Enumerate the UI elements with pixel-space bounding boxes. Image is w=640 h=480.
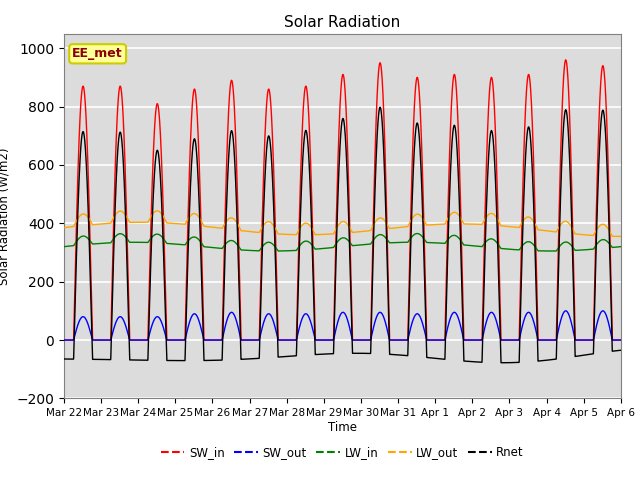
LW_in — [436, 240, 444, 246]
Y-axis label: Solar Radiation (W/m2): Solar Radiation (W/m2) — [0, 147, 11, 285]
Rnet — [322, 351, 330, 357]
LW_in — [467, 243, 475, 249]
Rnet — [617, 348, 625, 353]
LW_out — [499, 223, 507, 229]
SW_in — [160, 234, 168, 240]
LW_in — [617, 244, 625, 250]
LW_out — [616, 234, 624, 240]
Rnet — [616, 348, 624, 353]
Line: Rnet: Rnet — [64, 107, 621, 363]
Line: SW_out: SW_out — [64, 311, 621, 340]
Line: SW_in: SW_in — [64, 60, 621, 340]
Line: LW_in: LW_in — [64, 234, 621, 251]
LW_in — [160, 237, 168, 242]
SW_in — [499, 337, 506, 343]
LW_out — [467, 221, 475, 227]
Rnet — [467, 359, 475, 364]
Rnet — [436, 356, 444, 362]
SW_out — [616, 337, 624, 343]
X-axis label: Time: Time — [328, 421, 357, 434]
LW_out — [436, 221, 444, 227]
SW_out — [322, 337, 330, 343]
SW_out — [467, 337, 475, 343]
SW_in — [467, 337, 475, 343]
Rnet — [60, 356, 68, 362]
Legend: SW_in, SW_out, LW_in, LW_out, Rnet: SW_in, SW_out, LW_in, LW_out, Rnet — [156, 441, 529, 464]
Title: Solar Radiation: Solar Radiation — [284, 15, 401, 30]
SW_out — [617, 337, 625, 343]
SW_in — [616, 337, 624, 343]
LW_out — [322, 231, 330, 237]
SW_out — [562, 308, 570, 314]
SW_in — [617, 337, 625, 343]
SW_out — [436, 337, 444, 343]
SW_out — [60, 337, 68, 343]
LW_in — [547, 248, 555, 254]
LW_in — [499, 246, 507, 252]
Line: LW_out: LW_out — [64, 211, 621, 237]
Rnet — [499, 360, 507, 366]
SW_out — [160, 327, 168, 333]
LW_in — [616, 244, 624, 250]
LW_out — [161, 215, 168, 221]
SW_in — [322, 337, 330, 343]
SW_in — [562, 57, 570, 63]
SW_in — [60, 337, 68, 343]
SW_in — [436, 337, 444, 343]
LW_in — [322, 245, 330, 251]
Rnet — [160, 266, 168, 272]
Text: EE_met: EE_met — [72, 48, 123, 60]
Rnet — [376, 104, 384, 110]
SW_out — [499, 337, 506, 343]
LW_out — [154, 208, 161, 214]
LW_out — [617, 234, 625, 240]
Rnet — [499, 360, 506, 366]
LW_in — [413, 231, 421, 237]
LW_in — [60, 244, 68, 250]
LW_out — [60, 225, 68, 230]
